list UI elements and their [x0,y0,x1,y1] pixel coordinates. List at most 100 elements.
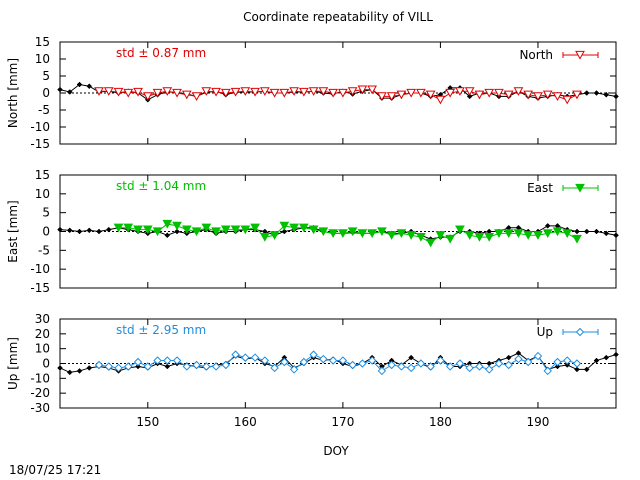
baseline-point [66,89,73,95]
data-point-up [241,353,250,362]
data-point-up [426,362,435,371]
data-point-up [338,356,348,365]
timestamp: 18/07/25 17:21 [9,463,101,477]
y-tick-label: 5 [42,69,50,83]
data-point-east [552,227,563,237]
data-point-east [152,227,163,237]
data-point-up [445,362,455,371]
data-point-up [270,363,279,373]
baseline-point [164,232,171,239]
baseline-line [59,352,617,373]
y-tick-label: -5 [38,243,50,257]
legend-marker [575,183,585,193]
data-point-up [543,366,552,376]
data-point-up [250,353,260,362]
data-point-north [172,88,182,98]
y-tick-label: 15 [35,168,50,182]
data-point-east [289,223,299,233]
data-point-north [523,90,534,100]
data-point-east [299,223,309,233]
data-point-north [367,85,377,95]
data-point-north [308,87,319,96]
x-axis-label: DOY [323,444,349,458]
data-point-east [435,231,446,240]
data-point-up [387,360,396,370]
data-point-east [484,233,495,242]
legend-marker [575,327,585,337]
data-point-north [494,88,504,98]
baseline-point [76,228,83,235]
data-point-east [455,225,465,235]
baseline-point [603,230,610,237]
data-point-up [221,360,231,370]
baseline-line [59,83,617,101]
data-point-up [153,356,162,365]
std-annotation: std ± 1.04 mm [116,179,206,193]
y-tick-label: 10 [35,342,50,356]
panels: 15 10 5 0 -5 -10 -15 North [mm] std ± 0.87 mm Nor… [6,35,619,429]
baseline-point [86,227,93,234]
y-tick-label: 20 [35,327,50,341]
data-point-east [123,223,134,233]
data-point-up [104,362,113,371]
data-point-east [377,227,387,237]
data-point-up [319,354,328,364]
data-point-east [201,223,212,233]
data-point-north [103,87,114,96]
y-tick-label: -10 [30,120,50,134]
data-point-east [113,223,124,233]
y-tick-label: -10 [30,262,50,276]
data-point-north [181,90,192,100]
data-point-up [231,350,240,359]
data-point-north [377,92,387,102]
y-axis-label: North [mm] [6,58,20,128]
data-point-north [484,88,495,98]
data-point-up [202,362,211,371]
data-point-east [308,225,319,235]
y-tick-label: 5 [42,206,50,220]
data-point-north [211,87,221,97]
data-point-up [348,360,357,370]
baseline-point [613,232,619,239]
data-point-up [133,357,143,367]
baseline-point [76,81,83,88]
data-point-east [474,233,485,242]
data-point-up [572,359,582,368]
legend-label: East [527,181,553,195]
baseline-point [593,228,600,235]
data-point-east [445,234,456,244]
data-point-up [367,356,377,365]
data-point-east [240,225,251,235]
data-point-east [250,223,260,233]
data-point-north [123,88,134,98]
data-point-north [357,85,368,95]
data-point-north [94,87,104,96]
y-tick-label: -15 [30,137,50,151]
data-point-up [484,365,494,374]
baseline-point [613,351,619,358]
baseline-point [544,222,551,229]
data-point-east [347,227,358,237]
baseline-point [613,93,619,100]
data-point-north [464,87,475,96]
data-point-up [124,362,133,371]
data-point-north [552,92,563,102]
data-point-up [475,362,484,371]
data-point-up [260,356,270,365]
data-point-up [514,354,523,364]
data-point-north [562,95,573,105]
baseline-point [593,357,600,364]
baseline-point [86,365,93,371]
data-point-up [211,362,221,371]
x-tick-label: 180 [429,415,452,429]
data-point-north [406,88,417,98]
data-point-east [357,229,368,239]
y-axis-label: East [mm] [6,200,20,262]
baseline-point [57,226,63,233]
y-tick-label: -5 [38,103,50,117]
data-point-up [563,356,572,365]
data-point-east [142,225,153,235]
data-point-north [220,88,231,98]
